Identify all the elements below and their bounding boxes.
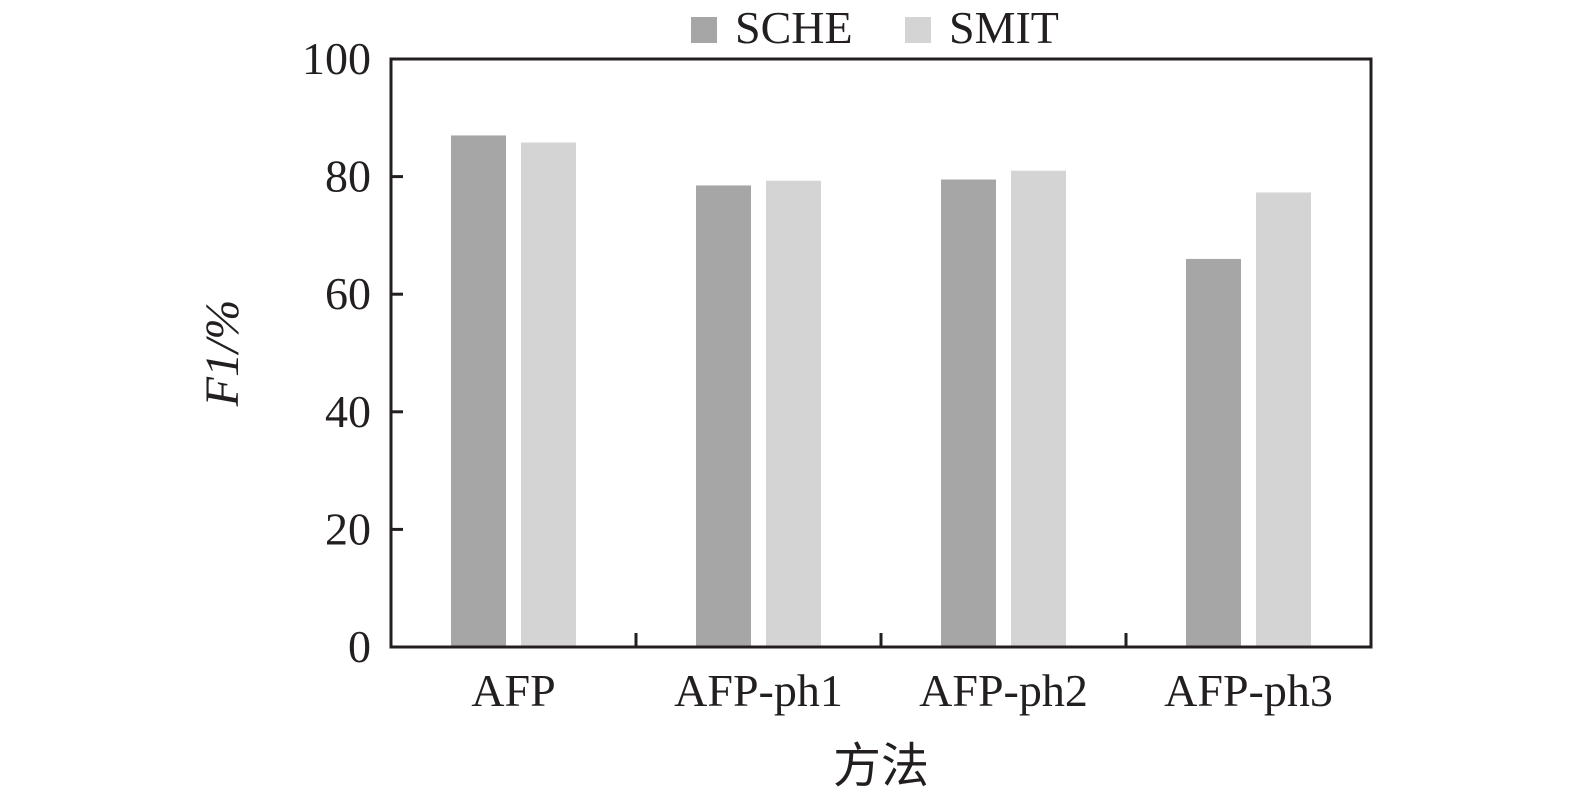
bar-smit-afp-ph1 (766, 180, 821, 647)
bars (451, 135, 1311, 648)
y-tick-label: 60 (325, 268, 371, 319)
bar-smit-afp-ph2 (1011, 170, 1066, 647)
bar-sche-afp-ph3 (1186, 258, 1241, 647)
x-tick-label: AFP-ph1 (674, 665, 843, 716)
y-axis: 0 20 40 60 80 100 (302, 33, 403, 672)
legend-swatch-smit (905, 17, 931, 43)
bar-sche-afp-ph2 (941, 179, 996, 648)
x-tick-label: AFP-ph3 (1164, 665, 1333, 716)
bar-smit-afp (521, 142, 576, 647)
bar-sche-afp (451, 135, 506, 647)
bar-sche-afp-ph1 (696, 185, 751, 648)
y-tick-label: 0 (348, 621, 371, 672)
y-tick-label: 20 (325, 503, 371, 554)
bar-smit-afp-ph3 (1256, 192, 1311, 647)
x-axis: AFP AFP-ph1 AFP-ph2 AFP-ph3 (471, 633, 1333, 716)
y-axis-title: F1/% (196, 300, 249, 408)
x-tick-label: AFP (471, 665, 555, 716)
legend-label-smit: SMIT (949, 2, 1059, 53)
legend-label-sche: SCHE (735, 2, 853, 53)
y-tick-label: 80 (325, 151, 371, 202)
y-tick-label: 100 (302, 33, 371, 84)
x-axis-title: 方法 (833, 738, 929, 794)
y-tick-label: 40 (325, 386, 371, 437)
legend-swatch-sche (691, 17, 717, 43)
legend: SCHE SMIT (691, 2, 1059, 53)
x-tick-label: AFP-ph2 (919, 665, 1088, 716)
